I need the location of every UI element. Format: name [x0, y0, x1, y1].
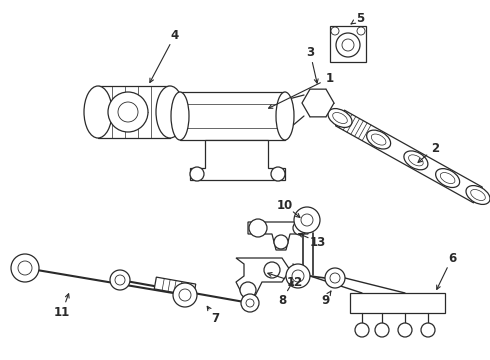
Circle shape — [271, 167, 285, 181]
Circle shape — [331, 27, 339, 35]
Ellipse shape — [84, 86, 112, 138]
Ellipse shape — [471, 189, 485, 201]
Circle shape — [190, 167, 204, 181]
Circle shape — [355, 323, 369, 337]
Polygon shape — [154, 277, 196, 296]
Circle shape — [301, 214, 313, 226]
Ellipse shape — [367, 130, 391, 149]
Circle shape — [18, 261, 32, 275]
Polygon shape — [350, 293, 445, 313]
Text: 9: 9 — [321, 293, 329, 306]
Polygon shape — [336, 110, 482, 203]
Circle shape — [173, 283, 197, 307]
Circle shape — [375, 323, 389, 337]
Ellipse shape — [466, 185, 490, 204]
Circle shape — [292, 270, 304, 282]
Text: 4: 4 — [171, 28, 179, 41]
Circle shape — [108, 92, 148, 132]
Circle shape — [325, 268, 345, 288]
Text: 10: 10 — [277, 198, 293, 212]
Polygon shape — [190, 140, 285, 180]
Text: 3: 3 — [306, 45, 314, 59]
Polygon shape — [180, 92, 285, 140]
Circle shape — [110, 270, 130, 290]
Ellipse shape — [404, 151, 428, 170]
Text: 6: 6 — [448, 252, 456, 265]
Circle shape — [330, 273, 340, 283]
Circle shape — [241, 294, 259, 312]
Circle shape — [286, 264, 310, 288]
Circle shape — [118, 102, 138, 122]
Ellipse shape — [371, 134, 386, 145]
Circle shape — [240, 282, 256, 298]
Circle shape — [421, 323, 435, 337]
Text: 2: 2 — [431, 141, 439, 154]
Text: 13: 13 — [310, 235, 326, 248]
Circle shape — [264, 262, 280, 278]
Circle shape — [115, 275, 125, 285]
Polygon shape — [302, 89, 334, 117]
Circle shape — [357, 27, 365, 35]
Ellipse shape — [171, 92, 189, 140]
Circle shape — [179, 289, 191, 301]
Text: 1: 1 — [326, 72, 334, 85]
Circle shape — [249, 219, 267, 237]
Ellipse shape — [276, 92, 294, 140]
Circle shape — [274, 235, 288, 249]
Polygon shape — [236, 258, 290, 298]
Circle shape — [293, 221, 307, 235]
Circle shape — [246, 299, 254, 307]
Text: 7: 7 — [211, 311, 219, 324]
Circle shape — [398, 323, 412, 337]
Text: 8: 8 — [278, 293, 286, 306]
Circle shape — [336, 33, 360, 57]
Text: 11: 11 — [54, 306, 70, 319]
Polygon shape — [330, 26, 366, 62]
Ellipse shape — [156, 86, 184, 138]
Text: 12: 12 — [287, 275, 303, 288]
Polygon shape — [248, 222, 308, 250]
Ellipse shape — [409, 155, 423, 166]
Ellipse shape — [333, 112, 347, 123]
Circle shape — [294, 207, 320, 233]
Text: 5: 5 — [356, 12, 364, 24]
Ellipse shape — [328, 109, 352, 127]
Ellipse shape — [441, 172, 455, 184]
Circle shape — [342, 39, 354, 51]
Ellipse shape — [436, 168, 460, 188]
Circle shape — [11, 254, 39, 282]
